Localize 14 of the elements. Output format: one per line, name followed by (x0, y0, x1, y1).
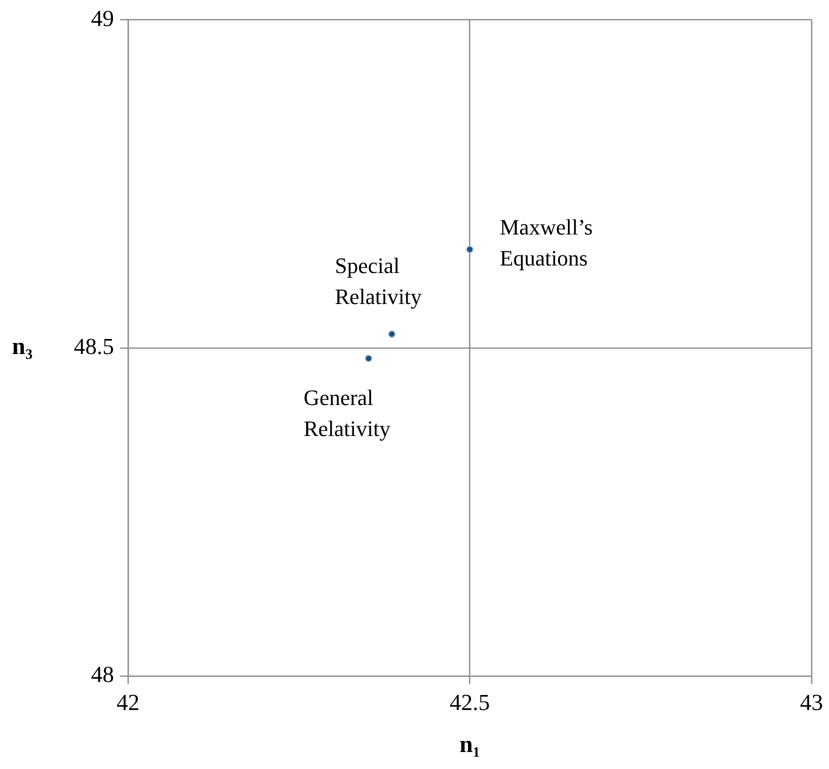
point (364, 354, 372, 362)
annotation: General Relativity (304, 385, 390, 442)
y-tick-label: 49 (91, 6, 114, 31)
x-tick-label: 42.5 (450, 690, 490, 715)
annotation: Special Relativity (334, 252, 422, 309)
x-tick-label: 42 (116, 690, 140, 715)
annotation: Maxwell’s Equations (500, 214, 593, 270)
point (388, 330, 396, 338)
y-tick-label: 48 (91, 662, 114, 688)
y-axis-title: n₃ (12, 334, 33, 360)
x-tick-label: 43 (800, 690, 823, 715)
y-tick-label: 48.5 (74, 334, 114, 359)
point (466, 246, 474, 254)
x-axis-title: n₁ (459, 732, 480, 758)
